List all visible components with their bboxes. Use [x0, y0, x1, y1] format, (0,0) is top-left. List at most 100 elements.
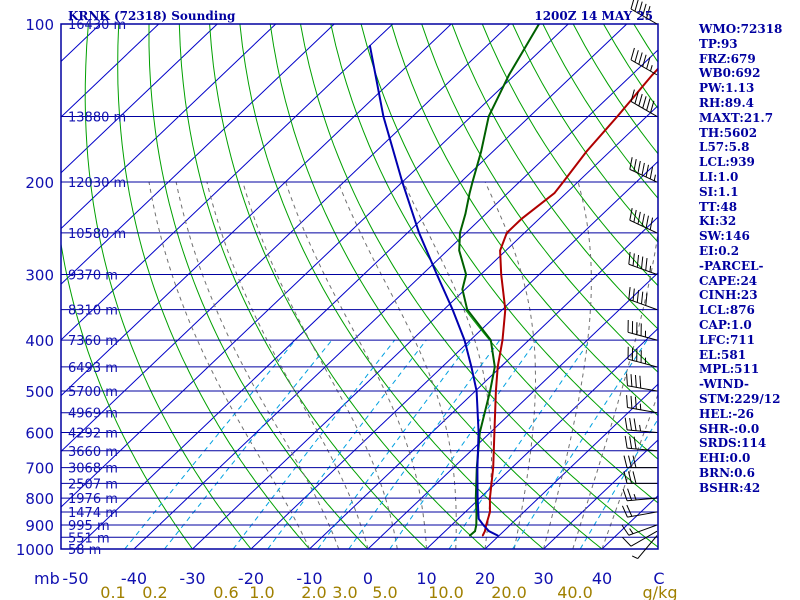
temperature-point [500, 273, 503, 276]
wind-barbs [621, 0, 658, 560]
isotherm-line [250, 160, 658, 549]
mixing-ratio-tick-label: 2.0 [301, 583, 326, 600]
wind-barb [626, 395, 658, 414]
pressure-unit-label: mb [34, 569, 60, 588]
sounding-index-item: SHR-:0.0 [699, 421, 760, 436]
sounding-index-item: FRZ:679 [699, 51, 756, 66]
mixing-ratio-tick-label: 0.2 [142, 583, 167, 600]
height-label: 2507 m [68, 477, 118, 492]
sounding-index-item: WMO:72318 [699, 22, 783, 36]
sounding-curves [368, 24, 658, 537]
moist-adiabat-line [285, 181, 427, 549]
isotherm-line [61, 24, 452, 397]
temperature-point [489, 511, 491, 513]
pressure-tick-label: 400 [25, 332, 54, 350]
pressure-tick-label: 200 [25, 174, 54, 192]
wind-barb [627, 346, 658, 368]
isotherm-line [61, 24, 277, 230]
dewpoint-point [465, 273, 467, 276]
wind-barb [627, 319, 658, 341]
wind-barb [628, 251, 658, 275]
temperature-tick-label: 10 [416, 569, 436, 588]
temperature-point [484, 530, 486, 532]
sounding-index-item: EI:0.2 [699, 243, 740, 258]
sounding-index-item: TP:93 [699, 36, 738, 51]
isotherm-line [484, 383, 658, 549]
sounding-index-item: LCL:939 [699, 155, 755, 170]
moist-adiabat-line [484, 181, 536, 549]
sounding-index-item: LCL:876 [699, 303, 755, 318]
sounding-index-item: KI:32 [699, 214, 737, 229]
height-label: 12030 m [68, 176, 126, 191]
sounding-time: 1200Z 14 MAY 25 [534, 9, 653, 23]
wind-barb [623, 455, 657, 469]
mixing-ratio-tick-label: 20.0 [491, 583, 527, 600]
parcel-point [477, 431, 480, 434]
parcel-point [418, 232, 420, 234]
plot-area [61, 24, 658, 549]
temperature-tick-label: 30 [533, 569, 553, 588]
mixing-ratio-tick-label: 0.6 [213, 583, 238, 600]
temperature-tick-label: -10 [296, 569, 322, 588]
isotherm-line [192, 104, 658, 549]
sounding-index-item: TT:48 [699, 199, 738, 214]
sounding-index-item: WB0:692 [699, 66, 761, 81]
dewpoint-point [490, 339, 492, 341]
pressure-tick-label: 100 [25, 16, 54, 34]
dewpoint-point [468, 192, 471, 194]
sounding-index-item: L57:5.8 [699, 140, 750, 155]
mixing-ratio-tick-label: 0.1 [100, 583, 125, 600]
isotherm-line [61, 24, 218, 174]
sounding-index-item: CAP:1.0 [699, 317, 752, 332]
wind-barb [623, 471, 657, 484]
isobars [61, 23, 658, 550]
isotherm-line [61, 24, 335, 285]
moist-adiabat-line [543, 181, 592, 549]
sounding-index-item: SRDS:114 [699, 436, 767, 451]
height-label: 3660 m [68, 445, 118, 460]
isotherm-line [61, 24, 511, 453]
wind-barb [624, 435, 658, 452]
parcel-point [463, 339, 466, 341]
parcel-point [436, 273, 438, 276]
temperature-tick-label: -40 [121, 569, 147, 588]
temperature-point [493, 431, 496, 434]
sounding-index-item: STM:229/12 [699, 391, 781, 406]
mixing-ratio-tick-label: 5.0 [372, 583, 397, 600]
temperature-tick-label: -30 [179, 569, 205, 588]
temperature-point [553, 192, 556, 194]
parcel-point [477, 518, 480, 520]
mixing-ratio-tick-label: 1.0 [249, 583, 274, 600]
moist-adiabat-line [337, 181, 457, 549]
temperature-point [495, 390, 497, 392]
wind-barb [621, 504, 658, 518]
isotherm-line [75, 24, 628, 549]
parcel-point [475, 390, 478, 392]
sounding-index-item: BRN:0.6 [699, 465, 755, 480]
sounding-index-item: LFC:711 [699, 332, 755, 347]
dewpoint-point [489, 390, 491, 392]
wind-barb [630, 0, 658, 25]
wind-barb [630, 47, 658, 76]
isotherm-line [543, 439, 658, 549]
parcel-point [401, 181, 404, 183]
parcel-point [497, 534, 499, 537]
dewpoint-point [466, 308, 469, 311]
height-label: 7360 m [68, 334, 118, 349]
height-label: 10580 m [68, 227, 126, 242]
dewpoint-profile-line [458, 24, 540, 537]
temperature-point [492, 466, 495, 469]
temperature-point [506, 232, 508, 234]
wind-barb [626, 373, 658, 392]
dewpoint-point [480, 150, 482, 153]
wind-barb [628, 287, 658, 311]
dewpoint-point [487, 115, 490, 118]
height-label: 4969 m [68, 407, 118, 422]
dewpoint-point [475, 524, 478, 526]
sounding-index-item: EL:581 [699, 347, 747, 362]
temperature-point [496, 366, 499, 368]
sounding-index-item: HEL:-26 [699, 406, 755, 421]
sounding-index-item: MAXT:21.7 [699, 110, 774, 125]
dewpoint-point [475, 497, 477, 499]
